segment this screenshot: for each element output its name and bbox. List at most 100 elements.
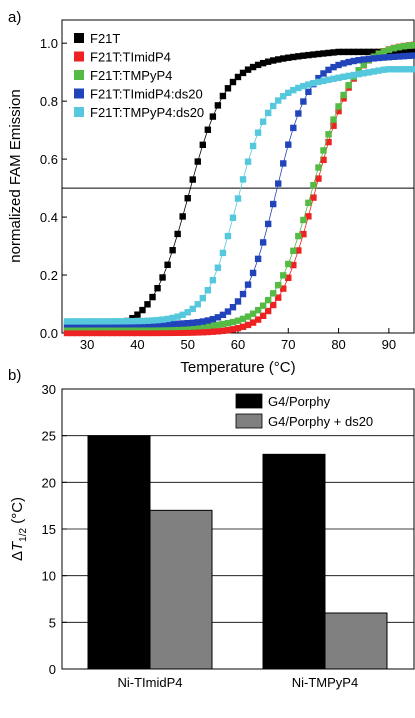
data-point — [194, 323, 201, 330]
data-point — [290, 124, 297, 132]
data-point — [179, 329, 186, 336]
data-point — [194, 301, 201, 308]
data-point — [179, 213, 186, 220]
data-point — [184, 309, 191, 316]
data-point — [375, 67, 382, 74]
data-point — [325, 66, 332, 74]
data-point — [209, 322, 217, 329]
data-point — [385, 66, 393, 73]
data-point — [134, 317, 141, 325]
y-tick-label-a: 0.0 — [40, 326, 58, 341]
x-tick-label-a: 80 — [331, 337, 345, 352]
data-point — [83, 318, 91, 325]
data-point — [405, 42, 413, 49]
data-point — [320, 50, 327, 57]
y-tick-label-b: 0 — [49, 662, 56, 677]
data-point — [264, 220, 272, 228]
data-point — [275, 56, 282, 63]
data-point — [259, 302, 267, 309]
data-point — [244, 66, 252, 73]
data-point — [239, 69, 247, 77]
data-point — [209, 315, 217, 323]
data-point — [325, 131, 332, 138]
data-point — [285, 141, 292, 148]
data-point — [63, 329, 71, 337]
data-point — [305, 199, 312, 207]
data-point — [345, 82, 352, 89]
data-point — [194, 329, 201, 336]
data-point — [400, 52, 408, 60]
data-point — [280, 272, 287, 279]
x-tick-label-a: 50 — [180, 337, 194, 352]
data-point — [174, 329, 181, 336]
data-point — [280, 160, 287, 167]
melting-curve-chart: 0.00.20.40.60.81.0 30 40 50 60 70 80 90 F21TF2… — [7, 19, 415, 376]
data-point — [119, 329, 126, 337]
data-point — [310, 51, 317, 58]
data-point — [249, 310, 257, 317]
data-point — [330, 75, 337, 82]
y-tick-label-b: 5 — [49, 615, 56, 630]
data-point — [154, 320, 161, 328]
data-point — [174, 313, 181, 320]
data-point — [295, 84, 302, 92]
data-point — [270, 57, 277, 64]
y-tick-label-b: 15 — [42, 522, 56, 537]
data-point — [360, 48, 367, 56]
data-point — [139, 321, 146, 328]
data-point — [295, 53, 302, 60]
data-point — [320, 77, 327, 84]
legend-label-a: F21T:TImidP4:ds20 — [90, 87, 203, 102]
y-axis-label-b: ΔT1/2 (°C) — [9, 497, 29, 561]
data-point — [199, 141, 206, 149]
data-point — [149, 317, 156, 324]
data-point — [234, 73, 242, 81]
data-point — [199, 318, 206, 325]
data-point — [370, 48, 377, 56]
data-point — [300, 216, 307, 224]
y-tick-label-b: 20 — [42, 475, 56, 490]
category-label: Ni-TImidP4 — [117, 675, 182, 690]
data-point — [335, 103, 342, 110]
panel-label-a: a) — [8, 9, 21, 26]
data-point — [239, 323, 247, 330]
data-point — [320, 70, 327, 77]
data-point — [335, 61, 342, 69]
data-point — [370, 68, 377, 75]
data-point — [244, 321, 252, 329]
data-point — [219, 327, 227, 334]
data-point — [335, 74, 342, 81]
data-point — [214, 102, 222, 109]
data-point — [139, 329, 146, 337]
series-4 — [63, 66, 415, 325]
data-point — [355, 67, 362, 74]
data-point — [350, 48, 357, 56]
data-point — [340, 73, 347, 81]
data-point — [219, 311, 227, 319]
data-point — [189, 323, 196, 330]
x-axis-b: Ni-TImidP4 Ni-TMPyP4 — [117, 675, 358, 690]
data-point — [94, 329, 101, 337]
category-label: Ni-TMPyP4 — [292, 675, 358, 690]
data-point — [83, 329, 91, 337]
data-point — [405, 48, 413, 56]
data-point — [119, 318, 126, 325]
delta-tm-bar-chart: 0 5 10 15 20 25 30 Ni-TImidP4 Ni-TMPyP4 G4/Porp… — [9, 382, 415, 690]
data-point — [345, 48, 352, 56]
data-point — [179, 320, 186, 327]
data-point — [234, 298, 242, 305]
data-point — [229, 326, 237, 333]
data-point — [315, 78, 322, 86]
data-point — [285, 274, 292, 282]
data-point — [214, 328, 222, 335]
data-point — [259, 118, 267, 125]
data-point — [350, 57, 357, 65]
data-point — [355, 70, 362, 78]
data-point — [149, 329, 156, 337]
data-point — [285, 54, 292, 61]
data-point — [184, 323, 191, 330]
data-point — [189, 305, 196, 313]
data-point — [144, 321, 151, 328]
data-point — [204, 287, 212, 294]
data-point — [300, 52, 307, 59]
